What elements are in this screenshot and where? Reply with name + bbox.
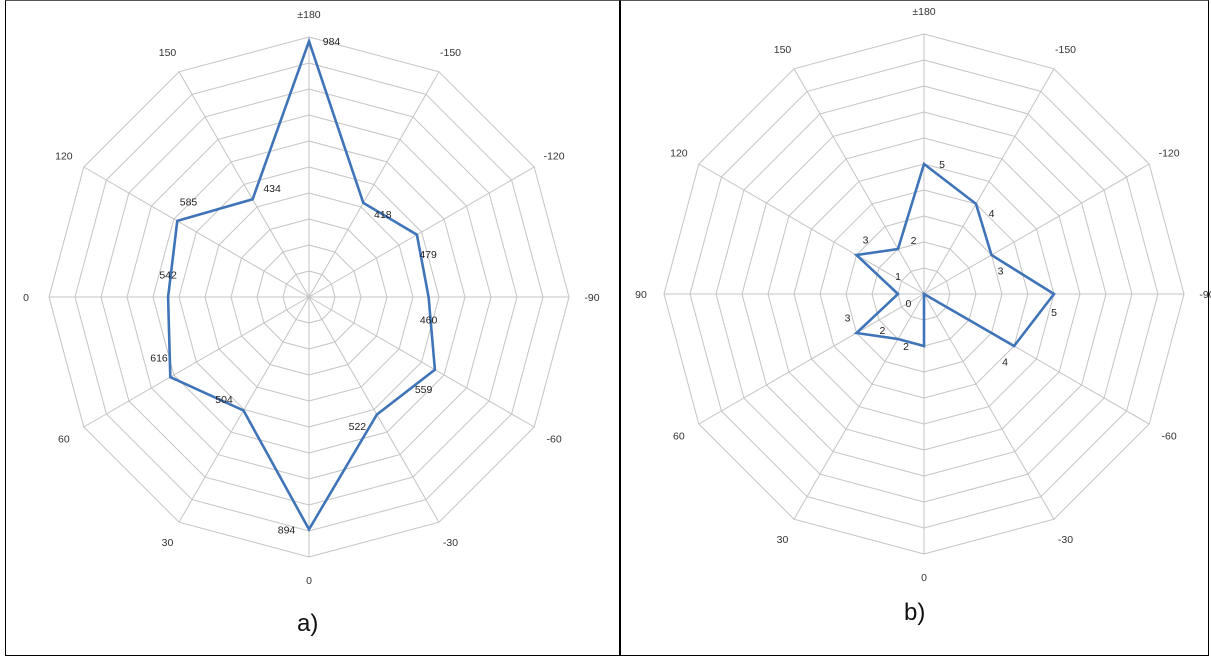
category-label: 30: [162, 537, 174, 549]
grid-spoke: [178, 71, 310, 298]
grid-spoke: [308, 296, 535, 428]
data-label: 585: [180, 197, 198, 209]
data-label: 2: [879, 325, 885, 337]
category-label: -120: [1159, 148, 1180, 160]
grid-spoke: [923, 68, 1055, 295]
grid-spoke: [923, 293, 1055, 520]
grid-spoke: [308, 71, 440, 298]
grid-spoke: [308, 296, 440, 523]
data-label: 3: [845, 312, 851, 324]
data-label: 3: [863, 234, 869, 246]
data-label: 0: [905, 298, 911, 310]
grid-spoke: [923, 163, 1150, 295]
category-label: -150: [1055, 44, 1076, 56]
data-label: 894: [278, 524, 296, 536]
category-label: 150: [159, 47, 177, 59]
category-label: -120: [544, 151, 565, 163]
category-label: 90: [635, 289, 647, 301]
data-label: 4: [1002, 357, 1008, 369]
category-label: -60: [547, 434, 562, 446]
category-label: 30: [777, 534, 789, 546]
data-label: 479: [419, 249, 437, 261]
grid-spoke: [793, 293, 925, 520]
caption-b: b): [904, 599, 926, 626]
grid-spoke: [698, 293, 925, 425]
data-label: 3: [998, 266, 1004, 278]
caption-a: a): [297, 610, 319, 637]
category-label: ±180: [297, 9, 320, 21]
category-label: 0: [306, 575, 312, 587]
data-label: 2: [903, 341, 909, 353]
grid-spoke: [83, 166, 310, 298]
grid-spoke: [308, 166, 535, 298]
panel-a: [5, 0, 620, 656]
data-label: 434: [263, 183, 281, 195]
panel-b: [620, 0, 1209, 656]
category-label: 60: [673, 431, 685, 443]
series-line: [166, 37, 437, 533]
grid-spoke: [83, 296, 310, 428]
category-label: -150: [440, 47, 461, 59]
grid-spoke: [793, 68, 925, 295]
category-label: -30: [1058, 534, 1073, 546]
category-label: -90: [1199, 289, 1211, 301]
category-label: 60: [58, 434, 70, 446]
data-label: 5: [939, 159, 945, 171]
data-label: 522: [349, 421, 367, 433]
category-label: 120: [55, 151, 73, 163]
data-label: 1: [895, 271, 901, 283]
data-label: 504: [215, 394, 233, 406]
grid-spoke: [698, 163, 925, 295]
data-label: 542: [159, 270, 177, 282]
data-label: 5: [1051, 307, 1057, 319]
category-label: -30: [443, 537, 458, 549]
data-label: 2: [911, 235, 917, 247]
data-label: 418: [374, 209, 392, 221]
series-line: [853, 161, 1056, 348]
category-label: ±180: [912, 6, 935, 18]
data-label: 984: [323, 36, 341, 48]
data-label: 616: [150, 353, 168, 365]
category-label: 0: [921, 572, 927, 584]
category-label: 150: [774, 44, 792, 56]
category-label: -90: [584, 292, 599, 304]
category-label: -60: [1162, 431, 1177, 443]
category-label: 0: [23, 292, 29, 304]
data-label: 559: [415, 384, 433, 396]
data-label: 4: [989, 208, 995, 220]
category-label: 120: [670, 148, 688, 160]
data-label: 460: [420, 315, 438, 327]
